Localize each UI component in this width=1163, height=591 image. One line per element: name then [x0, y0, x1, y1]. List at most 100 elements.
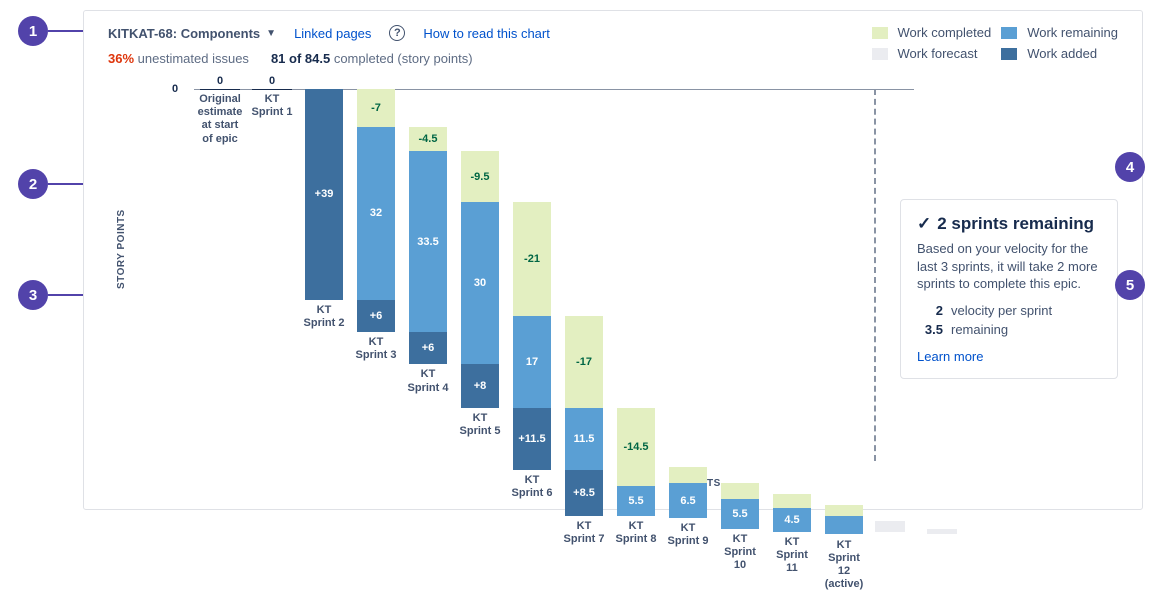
- chart-column: -732+6 KTSprint 3: [350, 89, 402, 481]
- column-label: KTSprint 1: [246, 93, 298, 119]
- bar-segment-added: +11.5: [513, 408, 551, 470]
- velocity-label: velocity per sprint: [951, 303, 1052, 318]
- chart-column: KTSprint12(active): [818, 89, 870, 481]
- bar-segment-added: +6: [409, 332, 447, 364]
- forecast-card: ✓ 2 sprints remaining Based on your velo…: [900, 199, 1118, 379]
- column-label: KTSprint11: [766, 536, 818, 576]
- completed-label: completed (story points): [334, 51, 473, 66]
- bar-segment-completed: [773, 494, 811, 508]
- column-label: KTSprint 9: [662, 522, 714, 548]
- bar-segment-completed: -17: [565, 316, 603, 408]
- bar-segment-remaining: 30: [461, 202, 499, 364]
- bar-segment-remaining: 33.5: [409, 151, 447, 332]
- bar-segment-remaining: 4.5: [773, 508, 811, 532]
- burndown-panel: KITKAT-68: Components ▼ Linked pages ? H…: [83, 10, 1143, 510]
- annotation-number: 1: [18, 16, 48, 46]
- chart-columns: 0Originalestimateat startof epic0KTSprin…: [194, 89, 914, 481]
- bar-stack: 4.5: [773, 494, 811, 532]
- annotation-number: 4: [1115, 152, 1145, 182]
- bar-segment-added: +8.5: [565, 470, 603, 516]
- column-label: KTSprint12(active): [818, 539, 870, 591]
- annotation-number: 2: [18, 169, 48, 199]
- linked-pages-link[interactable]: Linked pages: [294, 26, 371, 41]
- bar-stack: -732+6: [357, 89, 395, 332]
- bar-segment-remaining: [825, 516, 863, 535]
- completed-stat: 81 of 84.5 completed (story points): [271, 51, 473, 66]
- check-icon: ✓: [917, 214, 931, 234]
- forecast-divider: [874, 89, 876, 461]
- chart-column: -9.530+8 KTSprint 5: [454, 89, 506, 481]
- chart-column: -1711.5+8.5KTSprint 7: [558, 89, 610, 481]
- velocity-row: 2 velocity per sprint: [917, 303, 1101, 318]
- annotation-number: 5: [1115, 270, 1145, 300]
- help-icon[interactable]: ?: [389, 25, 405, 41]
- bar-segment-added: +8: [461, 364, 499, 407]
- breadcrumb[interactable]: KITKAT-68: Components ▼: [108, 26, 276, 41]
- remaining-value: 3.5: [917, 322, 943, 337]
- legend-label-forecast: Work forecast: [898, 46, 992, 61]
- bar-segment-remaining: 32: [357, 127, 395, 300]
- chart: 0 STORY POINTS SPRINTS 0Originalestimate…: [194, 89, 914, 481]
- bar-stack: -14.55.5: [617, 408, 655, 516]
- remaining-label: remaining: [951, 322, 1008, 337]
- bar-stack: +39: [305, 89, 343, 300]
- bar-segment-completed: -21: [513, 202, 551, 315]
- bar-stack: -1711.5+8.5: [565, 316, 603, 516]
- bar-stack: 5.5: [721, 483, 759, 529]
- column-label: KTSprint 4: [402, 368, 454, 394]
- column-label: KTSprint 2: [298, 304, 350, 330]
- column-label: KTSprint 3: [350, 336, 402, 362]
- bar-segment-remaining: 6.5: [669, 483, 707, 518]
- legend-swatch-forecast: [872, 48, 888, 60]
- legend: Work completed Work remaining Work forec…: [872, 25, 1118, 61]
- annotation-number: 3: [18, 280, 48, 310]
- chart-column: -2117+11.5KTSprint 6: [506, 89, 558, 481]
- bar-segment-completed: -4.5: [409, 127, 447, 151]
- legend-swatch-remaining: [1001, 27, 1017, 39]
- bar-segment-completed: [669, 467, 707, 483]
- bar-segment-completed: [721, 483, 759, 499]
- legend-swatch-added: [1001, 48, 1017, 60]
- column-label: KTSprint 6: [506, 474, 558, 500]
- bar-stack: [825, 505, 863, 535]
- chart-column: 5.5KTSprint10: [714, 89, 766, 481]
- bar-segment-remaining: 11.5: [565, 408, 603, 470]
- bar-stack: 6.5: [669, 467, 707, 518]
- legend-label-added: Work added: [1027, 46, 1118, 61]
- column-label: KTSprint 8: [610, 520, 662, 546]
- column-top-divider: [200, 89, 240, 90]
- chart-column: +39 KTSprint 2: [298, 89, 350, 481]
- bar-segment-completed: -7: [357, 89, 395, 127]
- velocity-value: 2: [917, 303, 943, 318]
- forecast-card-title-text: 2 sprints remaining: [937, 214, 1094, 234]
- y-axis-label: STORY POINTS: [116, 209, 127, 289]
- learn-more-link[interactable]: Learn more: [917, 349, 983, 364]
- chevron-down-icon: ▼: [266, 28, 276, 39]
- column-label: KTSprint 5: [454, 412, 506, 438]
- legend-label-completed: Work completed: [898, 25, 992, 40]
- bar-segment-remaining: 17: [513, 316, 551, 408]
- completed-value: 81 of 84.5: [271, 51, 330, 66]
- bar-segment-completed: -9.5: [461, 151, 499, 202]
- column-label: KTSprint10: [714, 533, 766, 573]
- bar-segment-remaining: 5.5: [617, 486, 655, 516]
- breadcrumb-label: KITKAT-68: Components: [108, 26, 260, 41]
- bar-segment-added: +39: [305, 89, 343, 300]
- unestimated-pct: 36%: [108, 51, 134, 66]
- chart-column: 4.5KTSprint11: [766, 89, 818, 481]
- y-axis-zero: 0: [172, 83, 178, 95]
- bar-segment-completed: [825, 505, 863, 516]
- bar-segment-remaining: 5.5: [721, 499, 759, 529]
- bar-segment-added: +6: [357, 300, 395, 332]
- chart-column: 6.5KTSprint 9: [662, 89, 714, 481]
- bar-stack: -2117+11.5: [513, 202, 551, 469]
- unestimated-stat: 36% unestimated issues: [108, 51, 249, 66]
- unestimated-label: unestimated issues: [138, 51, 249, 66]
- bar-segment-forecast: [927, 529, 957, 534]
- bar-stack: -9.530+8: [461, 151, 499, 407]
- column-top-value: 0: [194, 75, 246, 87]
- legend-swatch-completed: [872, 27, 888, 39]
- bar-segment-completed: -14.5: [617, 408, 655, 486]
- how-to-read-link[interactable]: How to read this chart: [423, 26, 549, 41]
- column-label: Originalestimateat startof epic: [194, 93, 246, 146]
